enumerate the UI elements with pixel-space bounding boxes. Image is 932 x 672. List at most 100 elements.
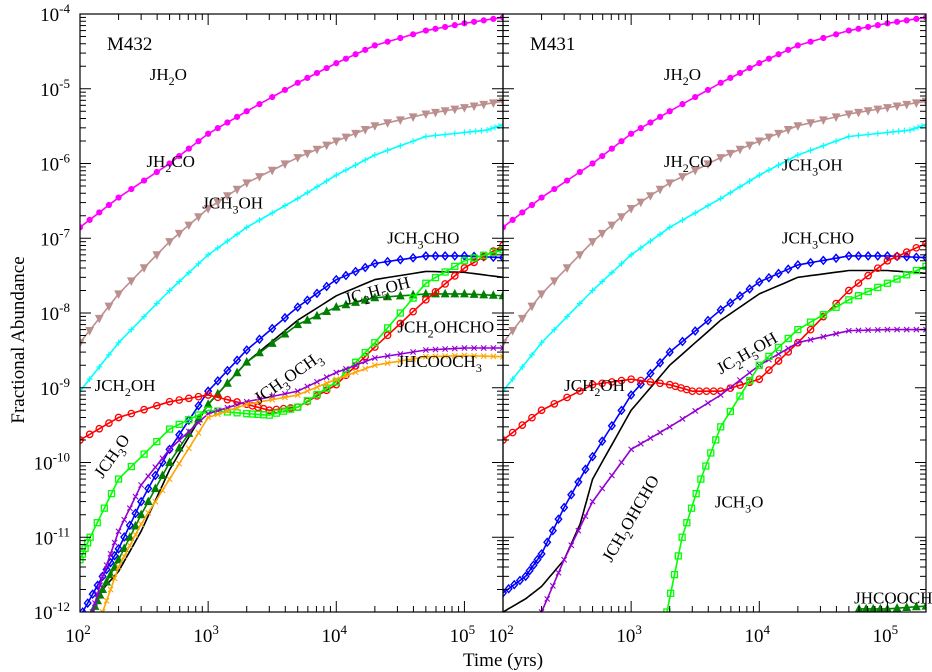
data-point-marker xyxy=(498,290,503,300)
data-point-marker xyxy=(806,257,815,268)
data-point-marker xyxy=(765,352,773,360)
data-point-marker xyxy=(397,351,404,357)
species-label-jh2co: JH2CO xyxy=(664,152,713,175)
data-point-marker xyxy=(665,347,674,357)
data-point-marker xyxy=(607,420,616,431)
data-point-marker xyxy=(717,79,724,86)
data-point-marker xyxy=(175,396,184,404)
data-point-marker xyxy=(912,252,921,263)
series-jc2h5oh xyxy=(503,269,926,612)
data-point-marker xyxy=(704,202,711,209)
y-tick-label: 10-5 xyxy=(40,76,70,101)
data-point-marker xyxy=(362,365,369,372)
data-point-marker xyxy=(383,256,392,267)
data-point-marker xyxy=(115,194,122,201)
data-point-marker xyxy=(185,428,192,435)
data-point-marker xyxy=(480,345,487,352)
data-point-marker xyxy=(205,251,212,258)
data-point-marker xyxy=(255,347,264,357)
data-point-marker xyxy=(323,64,330,72)
data-point-marker xyxy=(322,281,331,292)
data-point-marker xyxy=(395,116,405,125)
data-point-marker xyxy=(833,330,840,337)
data-point-marker xyxy=(342,55,350,62)
species-label-jch2oh: JCH2OH xyxy=(95,376,156,399)
data-point-marker xyxy=(431,273,440,282)
series-jh2o xyxy=(503,14,926,231)
data-point-marker xyxy=(657,429,664,436)
species-label-text: JCH2OHCHO xyxy=(598,472,666,567)
data-point-marker xyxy=(576,300,583,307)
species-label-jh2o: JH2O xyxy=(664,65,701,88)
data-point-marker xyxy=(110,550,119,561)
data-point-marker xyxy=(755,375,764,384)
data-point-marker xyxy=(683,519,691,527)
series-line xyxy=(503,255,926,594)
data-point-marker xyxy=(85,430,94,439)
data-point-marker xyxy=(548,525,557,536)
data-point-marker xyxy=(214,125,221,132)
data-point-marker xyxy=(874,22,881,29)
data-point-marker xyxy=(243,108,250,115)
data-point-marker xyxy=(371,355,378,361)
series-jch2oh xyxy=(503,239,926,444)
species-label-jhcooch3: JHCOOCH3 xyxy=(854,588,932,607)
data-point-marker xyxy=(352,362,359,369)
data-point-marker xyxy=(818,116,828,125)
data-point-marker xyxy=(608,472,615,479)
species-label-text: JHCOOCH3 xyxy=(397,352,481,375)
data-point-marker xyxy=(114,290,123,300)
data-point-marker xyxy=(538,194,545,201)
data-point-marker xyxy=(341,133,351,143)
data-point-marker xyxy=(138,521,145,528)
data-point-marker xyxy=(775,51,782,58)
data-point-marker xyxy=(166,446,173,453)
data-point-marker xyxy=(508,327,518,336)
species-label-text: JCH3O xyxy=(715,493,764,516)
data-point-marker xyxy=(384,353,391,359)
data-point-marker xyxy=(302,315,312,324)
data-point-marker xyxy=(588,238,597,247)
data-point-marker xyxy=(666,423,673,430)
data-point-marker xyxy=(756,172,763,179)
data-point-marker xyxy=(538,339,545,346)
data-point-marker xyxy=(152,251,162,260)
data-point-marker xyxy=(549,277,559,286)
data-point-marker xyxy=(383,291,393,301)
data-point-marker xyxy=(509,216,516,223)
data-point-marker xyxy=(844,251,853,261)
data-point-marker xyxy=(136,509,146,519)
data-point-marker xyxy=(775,162,782,169)
data-point-marker xyxy=(107,489,116,498)
data-point-marker xyxy=(85,327,95,336)
data-point-marker xyxy=(132,531,139,538)
data-point-marker xyxy=(422,133,429,140)
data-point-marker xyxy=(224,238,231,245)
species-label-jch3o: JCH3O xyxy=(715,493,764,516)
data-point-marker xyxy=(480,17,487,24)
data-point-marker xyxy=(205,414,212,421)
data-point-marker xyxy=(636,198,646,208)
data-point-marker xyxy=(890,128,897,135)
data-point-marker xyxy=(504,583,513,594)
data-point-marker xyxy=(131,508,140,519)
data-point-marker xyxy=(371,362,378,369)
data-point-marker xyxy=(607,221,617,231)
data-point-marker xyxy=(120,532,129,542)
data-point-marker xyxy=(213,393,222,402)
data-point-marker xyxy=(785,46,792,53)
data-point-marker xyxy=(498,252,503,263)
species-label-text: JC2H5OH xyxy=(343,273,413,313)
data-point-marker xyxy=(736,183,743,190)
data-point-marker xyxy=(555,569,562,576)
series-line xyxy=(540,328,926,612)
data-point-marker xyxy=(690,166,700,176)
species-label-text: JH2O xyxy=(664,65,701,88)
data-point-marker xyxy=(678,173,687,182)
data-point-marker xyxy=(806,325,815,334)
data-point-marker xyxy=(269,396,276,403)
data-point-marker xyxy=(140,450,148,458)
data-point-marker xyxy=(646,378,655,386)
data-point-marker xyxy=(460,264,469,272)
data-point-marker xyxy=(293,302,302,312)
